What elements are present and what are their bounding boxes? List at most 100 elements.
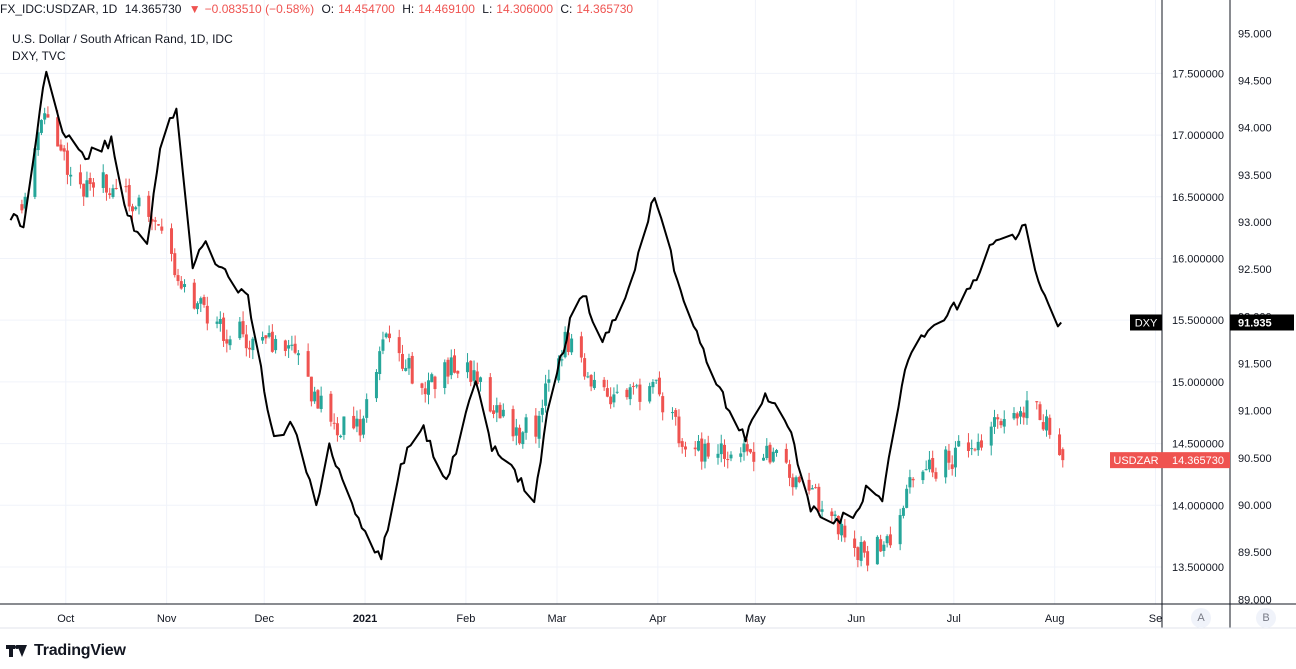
x-tick-label: May: [745, 613, 766, 625]
y-tick-right: 93.000: [1238, 217, 1272, 229]
low-label: L:: [482, 2, 493, 16]
candle-body: [791, 477, 795, 488]
y-tick-right: 91.500: [1238, 359, 1272, 371]
candle-body: [420, 383, 424, 388]
candle-body: [287, 345, 291, 349]
candle-body: [901, 507, 905, 516]
y-tick-right: 89.000: [1238, 594, 1272, 606]
candle-body: [1019, 411, 1023, 417]
candle-body: [648, 386, 652, 402]
candle-body: [589, 374, 593, 387]
candle-body: [1015, 413, 1019, 419]
candle-body: [296, 353, 300, 356]
candle-body: [20, 204, 24, 211]
candle-body: [264, 335, 268, 339]
candle-body: [387, 333, 391, 339]
candle-body: [1022, 412, 1026, 418]
secondary-scale-button[interactable]: B: [1256, 608, 1276, 628]
candle-body: [579, 336, 583, 358]
auto-scale-button[interactable]: A: [1191, 608, 1211, 628]
candle-body: [39, 120, 43, 133]
candle-body: [775, 450, 779, 453]
candle-body: [316, 390, 320, 409]
dxy-last-value: 91.935: [1238, 317, 1272, 329]
candle-body: [817, 486, 821, 512]
symbol-label[interactable]: FX_IDC:USDZAR, 1D: [0, 2, 118, 16]
candle-body: [911, 478, 915, 481]
candle-body: [810, 488, 814, 490]
candle-body: [23, 196, 27, 209]
candle-body: [788, 464, 792, 478]
candle-body: [898, 515, 902, 545]
candle-body: [498, 404, 502, 419]
candle-body: [879, 539, 883, 552]
candle-body: [742, 443, 746, 453]
low-value: 14.306000: [496, 2, 554, 16]
x-tick-label: Se: [1149, 613, 1162, 625]
candle-body: [853, 538, 857, 548]
candle-body: [108, 193, 112, 196]
candle-body: [46, 114, 50, 118]
candle-body: [888, 534, 892, 546]
candle-body: [85, 180, 89, 198]
high-value: 14.469100: [418, 2, 475, 16]
candle-body: [511, 409, 515, 437]
usdzar-last-value: 14.365730: [1172, 455, 1224, 467]
candle-body: [183, 284, 187, 287]
usdzar-name-tag: [1110, 452, 1162, 469]
y-tick-right: 93.500: [1238, 170, 1272, 182]
candle-body: [957, 440, 961, 447]
x-tick-label: Apr: [649, 613, 666, 625]
candle-body: [261, 337, 265, 341]
y-tick-left: 14.000000: [1172, 500, 1224, 512]
candle-body: [807, 479, 811, 491]
candle-body: [651, 381, 655, 388]
candle-body: [400, 353, 404, 369]
tradingview-logo[interactable]: TradingView: [6, 640, 126, 662]
candle-body: [1025, 400, 1029, 419]
candle-body: [631, 385, 635, 387]
y-tick-left: 13.500000: [1172, 562, 1224, 574]
candle-body: [1002, 419, 1006, 427]
candle-body: [784, 448, 788, 463]
candle-body: [267, 332, 271, 337]
legend-main-series: U.S. Dollar / South African Rand, 1D, ID…: [12, 32, 233, 46]
candle-body: [147, 195, 151, 217]
candle-body: [62, 148, 66, 152]
candle-body: [820, 509, 824, 512]
candle-body: [696, 440, 700, 451]
candle-body: [228, 339, 232, 346]
y-tick-right: 94.000: [1238, 123, 1272, 135]
candle-body: [794, 477, 798, 488]
y-tick-left: 15.000000: [1172, 377, 1224, 389]
candle-body: [443, 362, 447, 389]
candle-body: [173, 253, 177, 276]
candle-body: [33, 148, 37, 197]
candle-body: [134, 207, 138, 210]
candle-body: [501, 409, 505, 417]
candle-body: [833, 514, 837, 516]
candle-body: [82, 183, 86, 197]
candle-body: [127, 185, 131, 207]
candle-body: [404, 367, 408, 371]
candle-body: [592, 379, 596, 389]
candle-body: [570, 338, 574, 353]
candle-body: [1058, 434, 1062, 456]
candle-body: [749, 449, 753, 453]
candle-body: [635, 385, 639, 387]
dxy-last-tag: [1230, 314, 1294, 331]
y-tick-left: 17.500000: [1172, 68, 1224, 80]
candle-body: [170, 228, 174, 254]
candle-body: [101, 172, 105, 188]
candle-body: [586, 376, 590, 378]
candle-body: [814, 487, 818, 489]
candle-body: [1048, 417, 1052, 435]
candle-body: [36, 132, 40, 151]
candle-body: [78, 172, 82, 185]
candle-body: [153, 220, 157, 222]
candle-body: [677, 416, 681, 444]
candle-body: [1041, 422, 1045, 430]
x-tick-label: Feb: [456, 613, 475, 625]
